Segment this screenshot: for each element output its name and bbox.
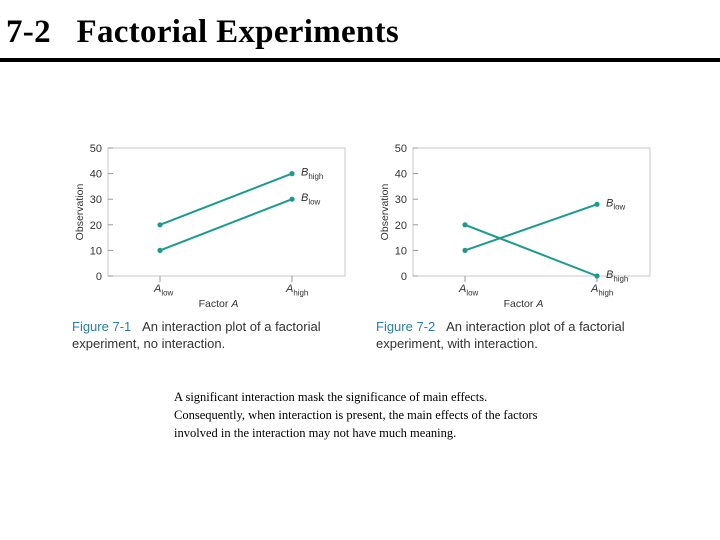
body-line-1: A significant interaction mask the signi… [174,390,488,404]
figure-7-1-caption: Figure 7-1 An interaction plot of a fact… [72,318,321,352]
y-tick-label: 10 [90,245,102,257]
x-tick-label: Ahigh [590,283,613,297]
y-tick-label: 20 [90,220,102,232]
y-axis-label: Observation [379,184,391,241]
y-tick-label: 0 [401,271,407,283]
y-tick-label: 30 [395,194,407,206]
series-line-low [464,203,598,252]
series-line-low [159,198,293,252]
data-point-high [157,222,163,228]
interaction-plot-no-interaction: 0 10 20 30 40 50 Alow Ahigh Factor A Observation B… [74,143,346,310]
series-line-high [464,223,598,277]
figure-7-2-caption: Figure 7-2 An interaction plot of a fact… [376,318,625,352]
slide-body-text: A significant interaction mask the signi… [174,388,614,442]
series-label-low: Blow [301,192,320,206]
data-point-low [462,247,468,253]
plot-frame [412,147,651,277]
figure-7-2-label: Figure 7-2 [376,319,436,334]
title-underline [0,58,720,62]
y-axis-label: Observation [74,184,86,241]
x-tick-label: Alow [458,283,478,297]
plot-frame [107,147,346,277]
series-line-high [159,172,293,226]
y-tick-label: 10 [395,245,407,257]
x-tick-label: Ahigh [285,283,308,297]
x-axis-label: Factor A [199,298,239,310]
data-point-low [289,196,295,202]
body-line-3: involved in the interaction may not have… [174,426,457,440]
y-tick-label: 20 [395,220,407,232]
y-tick-label: 50 [395,143,407,155]
data-point-high [594,273,600,279]
y-tick-label: 0 [96,271,102,283]
data-point-high [462,222,468,228]
figure-7-2-caption-line-1: An interaction plot of a factorial [446,319,625,334]
data-point-low [594,201,600,207]
body-line-2: Consequently, when interaction is presen… [174,408,538,422]
y-tick-label: 50 [90,143,102,155]
figure-7-1-label: Figure 7-1 [72,319,132,334]
figure-7-2-caption-line-2: experiment, with interaction. [376,336,538,351]
interaction-plot-with-interaction: 0 10 20 30 40 50 Alow Ahigh Factor A Observation B… [379,143,651,310]
slide-title: 7-2 Factorial Experiments [6,14,400,50]
x-tick-label: Alow [153,283,173,297]
figure-7-1-caption-line-1: An interaction plot of a factorial [142,319,321,334]
data-point-high [289,171,295,177]
y-tick-label: 40 [395,169,407,181]
figure-7-1-caption-line-2: experiment, no interaction. [72,336,226,351]
x-axis-label: Factor A [504,298,544,310]
data-point-low [157,247,163,253]
y-tick-label: 30 [90,194,102,206]
y-tick-label: 40 [90,169,102,181]
series-label-high: Bhigh [301,167,323,181]
series-label-high: Bhigh [606,269,628,283]
series-label-low: Blow [606,197,625,211]
